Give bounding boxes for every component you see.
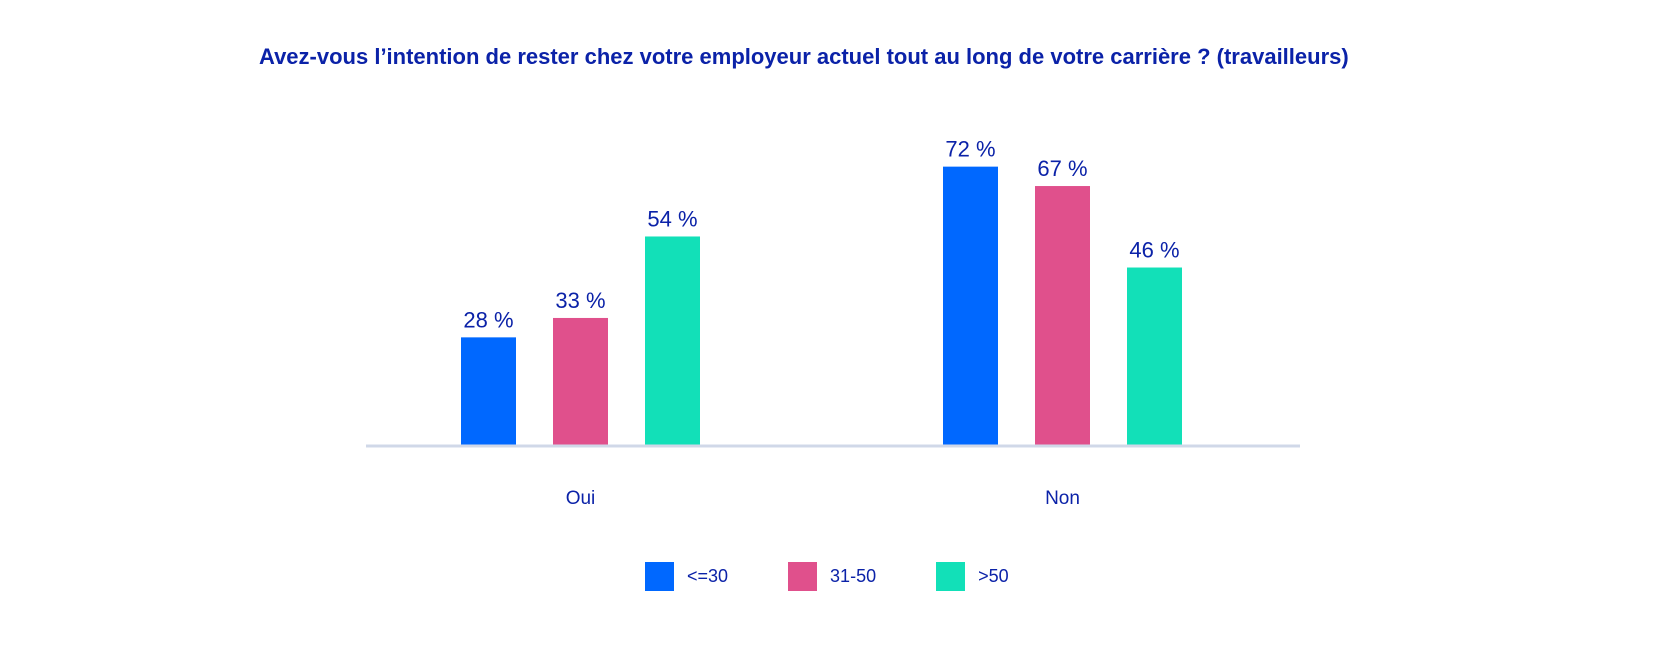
data-label-non-series-3: 46 % <box>1129 238 1179 263</box>
legend-swatch-le30 <box>645 562 674 591</box>
data-label-non-series-2: 67 % <box>1037 156 1087 181</box>
x-tick-label-oui: Oui <box>566 488 596 509</box>
legend-label-le30: <=30 <box>687 566 729 586</box>
bar-oui-series-1 <box>461 337 516 446</box>
bars-group <box>461 166 1182 447</box>
data-label-non-series-1: 72 % <box>945 137 995 162</box>
bar-non-series-1 <box>943 166 998 446</box>
legend-label-31-50: 31-50 <box>830 566 877 586</box>
legend: <=30 31-50 >50 <box>645 562 1009 591</box>
legend-item-31-50: 31-50 <box>788 562 876 591</box>
bar-oui-series-3 <box>645 236 700 446</box>
x-tick-label-non: Non <box>1045 488 1080 509</box>
data-label-oui-series-2: 33 % <box>555 288 605 313</box>
chart-title: Avez-vous l’intention de rester chez vot… <box>259 44 1349 69</box>
bar-non-series-3 <box>1127 267 1182 446</box>
legend-label-gt50: >50 <box>978 566 1009 586</box>
bar-non-series-2 <box>1035 186 1090 447</box>
labels-group: 28 % 72 % 33 % 67 % 54 % 46 % Oui Non <box>463 137 1179 509</box>
legend-item-le30: <=30 <box>645 562 728 591</box>
legend-swatch-gt50 <box>936 562 966 591</box>
data-label-oui-series-3: 54 % <box>647 206 697 231</box>
legend-swatch-31-50 <box>788 562 818 591</box>
data-label-oui-series-1: 28 % <box>463 307 513 332</box>
legend-item-gt50: >50 <box>936 562 1009 591</box>
bar-oui-series-2 <box>553 317 608 446</box>
